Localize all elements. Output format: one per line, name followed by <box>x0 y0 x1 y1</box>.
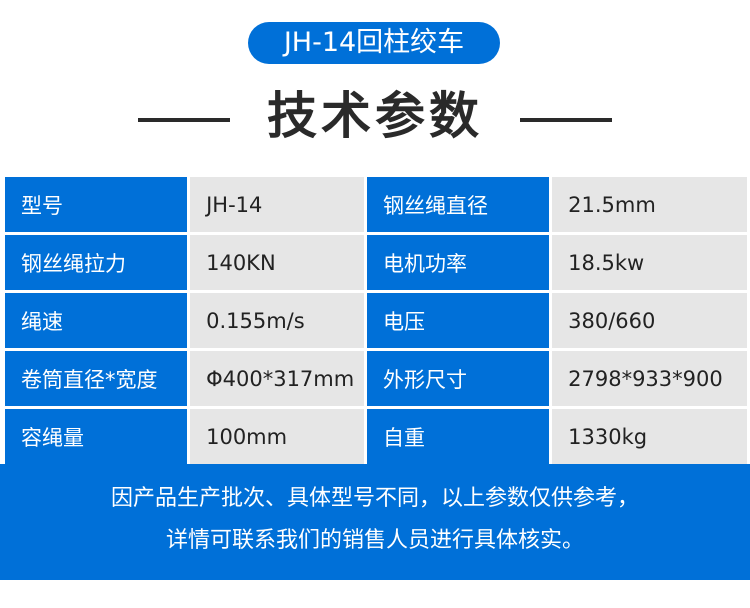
spec-label: 钢丝绳直径 <box>367 177 550 232</box>
spec-value: 140KN <box>190 235 365 290</box>
spec-value: 21.5mm <box>552 177 747 232</box>
spec-value: 18.5kw <box>552 235 747 290</box>
disclaimer-line-2: 详情可联系我们的销售人员进行具体核实。 <box>165 528 584 553</box>
spec-value: 380/660 <box>552 293 747 348</box>
divider-right <box>520 118 612 122</box>
spec-table: 型号 JH-14 钢丝绳直径 21.5mm 钢丝绳拉力 140KN 电机功率 18.5kw 绳速… <box>2 174 750 467</box>
spec-label: 电压 <box>367 293 550 348</box>
spec-value: 1330kg <box>552 409 747 464</box>
spec-value: 2798*933*900 <box>552 351 747 406</box>
table-row: 绳速 0.155m/s 电压 380/660 <box>5 293 747 348</box>
disclaimer: 因产品生产批次、具体型号不同，以上参数仅供参考， 详情可联系我们的销售人员进行具… <box>0 464 750 580</box>
spec-label: 外形尺寸 <box>367 351 550 406</box>
spec-label: 容绳量 <box>5 409 188 464</box>
spec-value: 100mm <box>190 409 365 464</box>
spec-value: Φ400*317mm <box>190 351 365 406</box>
table-row: 型号 JH-14 钢丝绳直径 21.5mm <box>5 177 747 232</box>
spec-label: 钢丝绳拉力 <box>5 235 188 290</box>
disclaimer-line-1: 因产品生产批次、具体型号不同，以上参数仅供参考， <box>110 486 639 511</box>
table-row: 钢丝绳拉力 140KN 电机功率 18.5kw <box>5 235 747 290</box>
table-row: 卷筒直径*宽度 Φ400*317mm 外形尺寸 2798*933*900 <box>5 351 747 406</box>
product-title: JH-14回柱绞车 <box>248 22 500 64</box>
spec-value: JH-14 <box>190 177 365 232</box>
table-row: 容绳量 100mm 自重 1330kg <box>5 409 747 464</box>
spec-label: 卷筒直径*宽度 <box>5 351 188 406</box>
divider-left <box>138 118 230 122</box>
spec-label: 型号 <box>5 177 188 232</box>
spec-label: 绳速 <box>5 293 188 348</box>
spec-label: 电机功率 <box>367 235 550 290</box>
section-heading: 技术参数 <box>267 87 483 145</box>
spec-value: 0.155m/s <box>190 293 365 348</box>
spec-label: 自重 <box>367 409 550 464</box>
